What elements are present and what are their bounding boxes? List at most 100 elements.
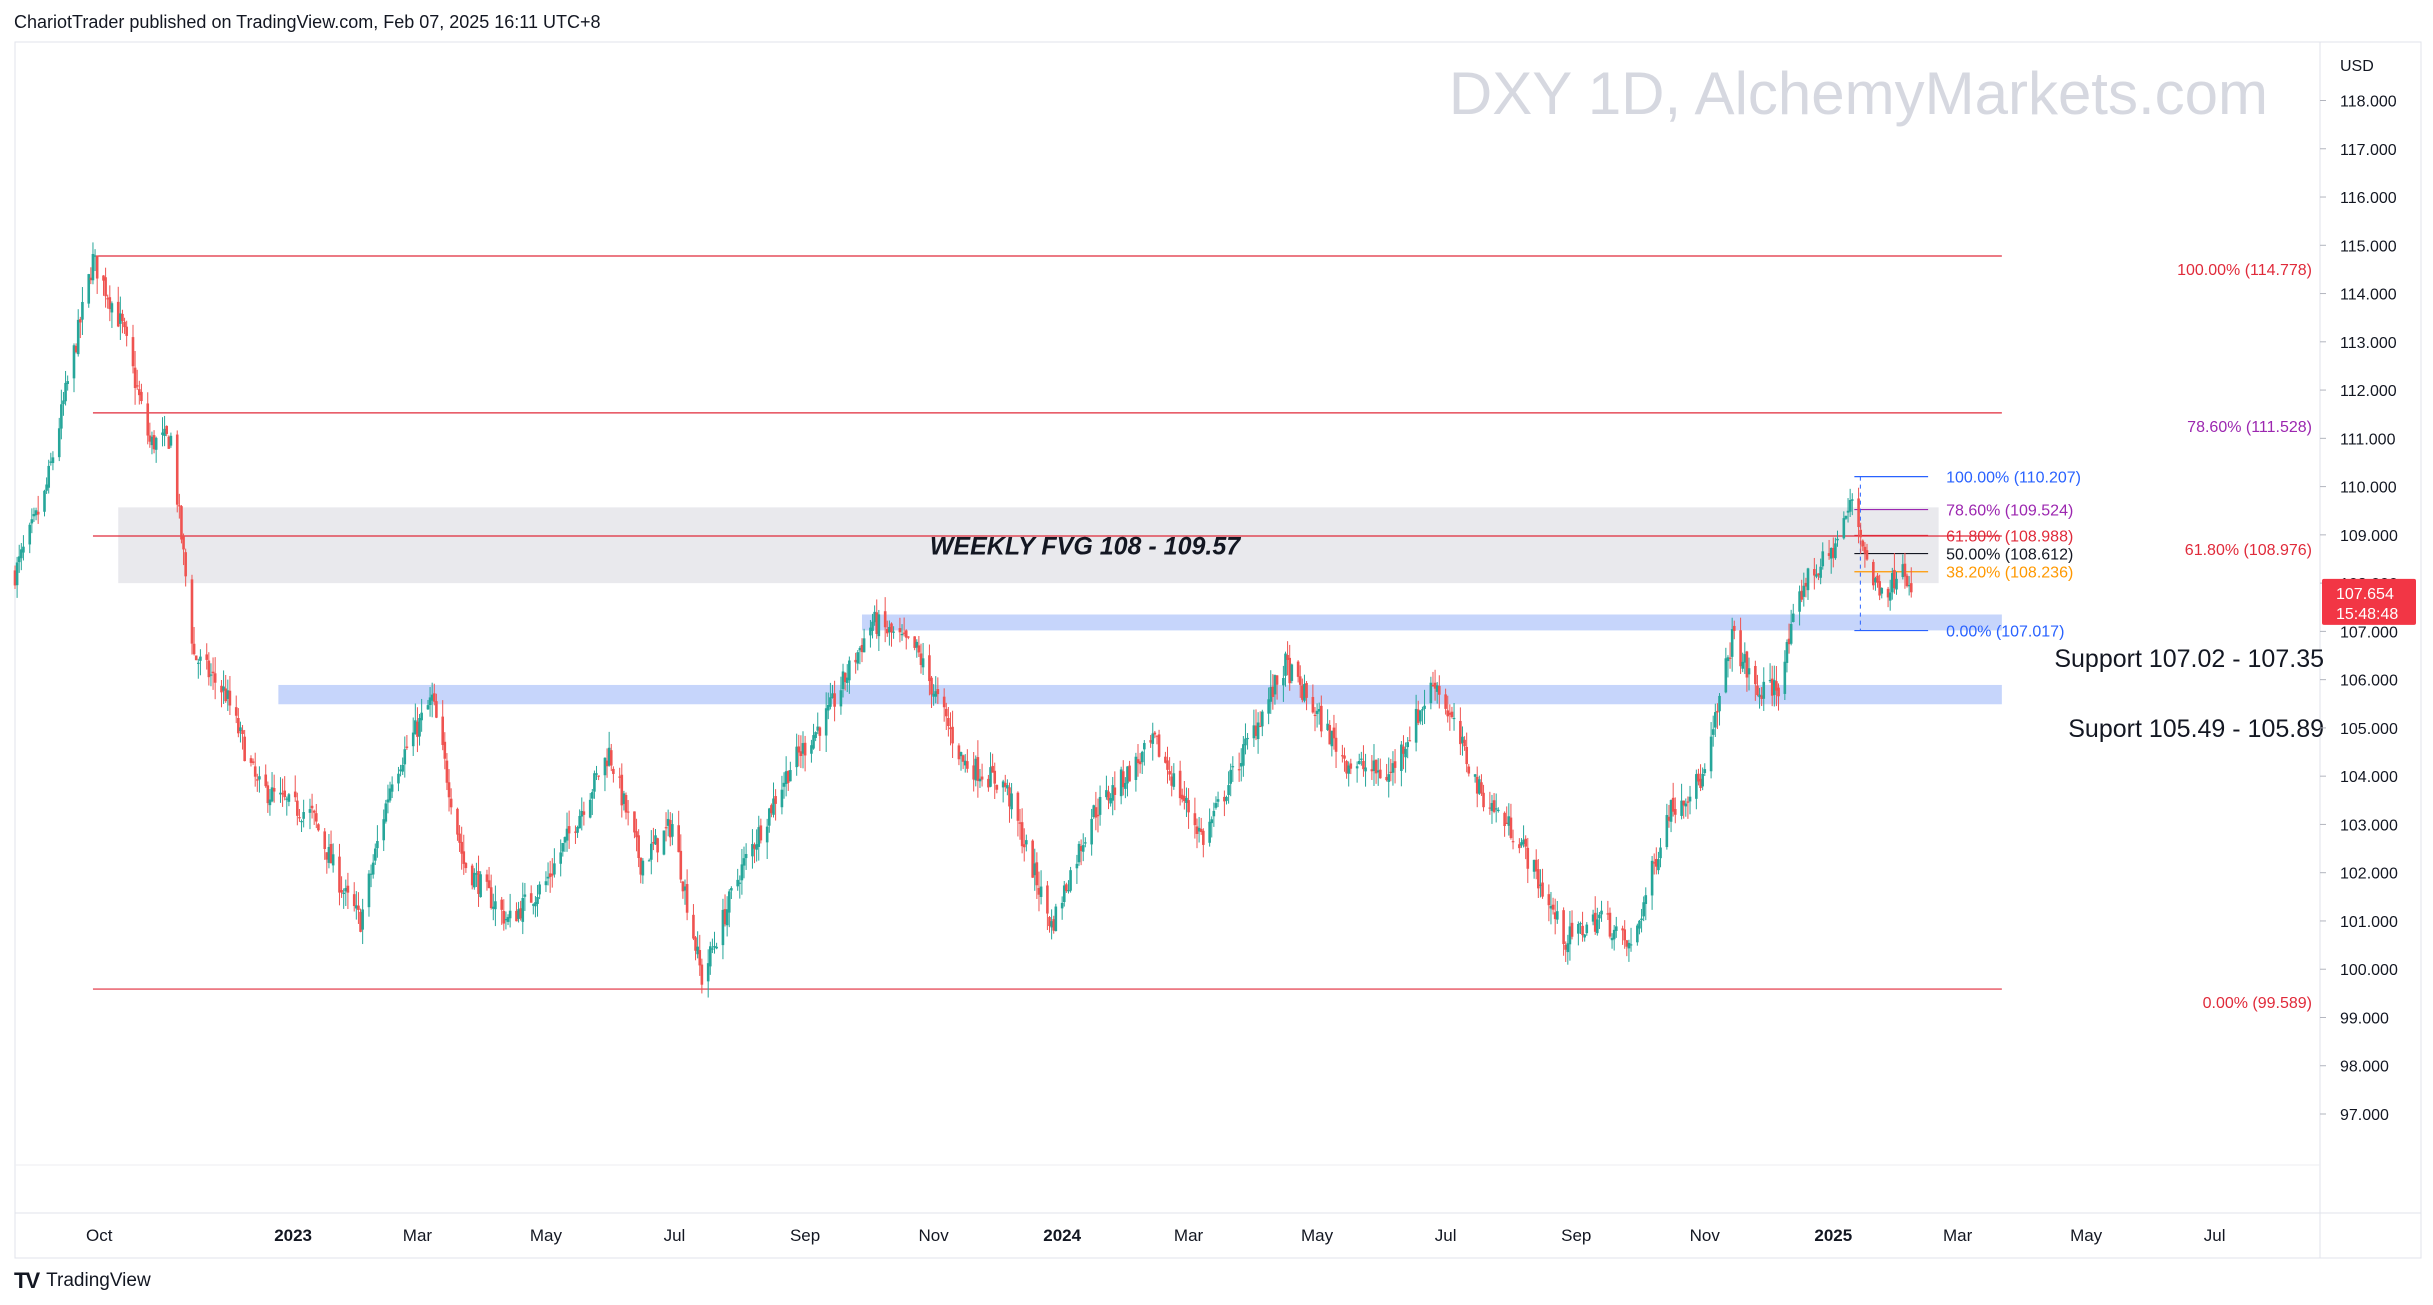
currency-label[interactable]: USD — [2340, 58, 2374, 75]
candle — [904, 629, 908, 650]
candle — [1050, 909, 1053, 940]
candle-body — [60, 404, 63, 429]
candle-body — [831, 693, 834, 698]
candle-body — [578, 815, 581, 829]
candle-body — [1756, 685, 1759, 696]
candle-body — [1128, 765, 1131, 782]
candle — [942, 688, 946, 722]
candle-body — [1680, 800, 1683, 816]
candle — [489, 874, 493, 910]
candle — [1406, 737, 1409, 759]
candle-body — [119, 313, 122, 324]
candle — [1164, 751, 1167, 764]
candle-body — [721, 909, 725, 946]
candle-body — [1448, 712, 1452, 715]
candle — [1332, 714, 1336, 750]
candle — [1686, 796, 1690, 819]
candle — [1431, 671, 1435, 687]
candle-body — [1216, 799, 1220, 802]
fib-minor-label: 61.80% (108.988) — [1946, 528, 2073, 545]
candle — [902, 617, 906, 637]
candle — [1092, 804, 1096, 819]
candle — [1539, 869, 1542, 898]
candle — [346, 872, 350, 910]
candle-body — [1488, 807, 1492, 809]
candle — [810, 739, 813, 763]
candle — [1107, 785, 1110, 810]
candle-body — [314, 813, 318, 822]
candle-body — [1288, 657, 1292, 684]
candle-body — [1075, 863, 1079, 869]
candle-body — [1343, 755, 1346, 759]
candle-body — [740, 864, 744, 881]
tradingview-logo[interactable]: TV TradingView — [14, 1268, 151, 1294]
candle-body — [620, 774, 624, 806]
time-axis[interactable]: Oct 2023 Mar May Jul Sep Nov 2024 Mar May Jul Sep No… — [86, 1226, 2225, 1245]
candle-body — [1362, 760, 1365, 770]
candle — [736, 868, 739, 891]
candle — [1716, 703, 1719, 730]
candle — [774, 789, 777, 821]
candle-body — [34, 510, 38, 516]
candle-body — [751, 843, 754, 857]
candle — [464, 862, 468, 873]
candle — [131, 324, 135, 374]
candle-body — [506, 917, 510, 922]
candle-body — [1315, 710, 1319, 714]
candle-body — [1136, 759, 1140, 764]
candle-body — [637, 835, 640, 858]
candle — [1197, 816, 1201, 843]
price-axis[interactable]: 118.000 117.000 116.000 115.000 114.000 113.0… — [15, 94, 2416, 1125]
candle-body — [694, 937, 697, 951]
candle-body — [1754, 666, 1757, 685]
candle — [1296, 660, 1300, 683]
candle — [662, 830, 666, 856]
candle-body — [1492, 800, 1496, 812]
candle — [1290, 663, 1294, 684]
candle — [1282, 665, 1285, 702]
candle — [1077, 841, 1081, 866]
candle-body — [1330, 730, 1334, 747]
candle — [1893, 553, 1896, 594]
candle — [470, 863, 474, 890]
fib-major-label: 61.80% (108.976) — [2185, 542, 2312, 559]
candle-body — [715, 946, 718, 949]
candle-body — [285, 798, 289, 800]
candle-body — [1831, 547, 1835, 558]
candle — [1593, 896, 1597, 935]
candle-body — [207, 660, 211, 678]
candle-body — [1475, 776, 1479, 794]
candle — [1202, 828, 1205, 858]
candle — [892, 626, 895, 639]
candle — [1081, 833, 1085, 862]
candle-body — [213, 673, 217, 683]
candle-body — [1001, 781, 1005, 788]
candle-body — [1357, 760, 1361, 764]
candle-body — [736, 879, 739, 887]
price-tick-label: 103.000 — [2340, 817, 2398, 834]
candle — [272, 774, 276, 803]
candle — [951, 710, 954, 759]
candle — [1859, 522, 1862, 554]
candle — [1549, 891, 1553, 925]
candle — [317, 823, 320, 832]
candle — [561, 842, 565, 857]
candle — [890, 622, 893, 647]
candle — [1606, 900, 1610, 920]
candle — [588, 793, 592, 819]
candle-body — [1859, 529, 1862, 538]
candle-body — [683, 886, 687, 891]
candle — [1585, 922, 1589, 936]
candle — [209, 663, 213, 687]
candle — [460, 826, 463, 870]
candle — [165, 425, 169, 437]
time-tick-label: Sep — [790, 1226, 820, 1245]
candle-body — [1688, 796, 1692, 802]
candle — [1121, 760, 1125, 796]
candle — [72, 343, 76, 393]
time-tick-label: Jul — [1435, 1226, 1457, 1245]
candle-body — [1096, 814, 1100, 817]
candle — [888, 620, 891, 646]
candle — [826, 692, 830, 720]
